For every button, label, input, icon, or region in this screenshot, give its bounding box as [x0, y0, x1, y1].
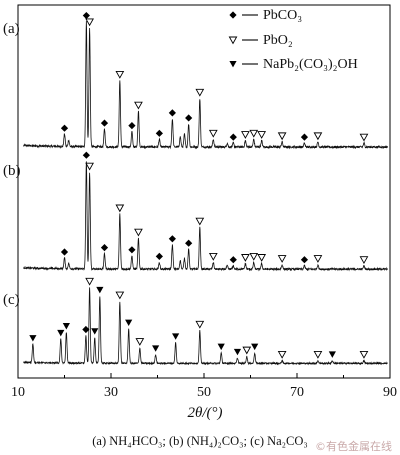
- panel-label-1: (b): [3, 163, 21, 179]
- peak-marker-0-17: [241, 131, 250, 139]
- peak-marker-0-13: [195, 88, 205, 97]
- peak-marker-1-17: [241, 254, 250, 262]
- peak-marker-1-7: [134, 228, 143, 237]
- xrd-traces: [23, 20, 389, 366]
- peak-marker-2-13: [217, 343, 225, 351]
- x-axis-ticks: 10 30 50 70 90: [11, 373, 397, 400]
- peak-marker-2-1: [57, 329, 65, 337]
- peak-marker-0-6: [128, 122, 136, 130]
- peak-marker-2-18: [313, 350, 323, 359]
- panel-label-0: (a): [3, 21, 20, 37]
- legend-label-0: PbCO₃: [263, 8, 302, 23]
- peak-marker-1-8: [155, 252, 163, 260]
- peak-marker-0-0: [60, 124, 69, 132]
- trace-1: [23, 161, 389, 272]
- legend-label-2: NaPb₂(CO₃)₂OH: [263, 57, 358, 72]
- peak-marker-2-5: [91, 328, 99, 335]
- peak-marker-1-14: [208, 252, 218, 261]
- peak-marker-2-7: [115, 291, 125, 300]
- phase-markers: [29, 11, 369, 359]
- peak-marker-2-8: [125, 319, 133, 326]
- peak-marker-1-9: [168, 235, 176, 243]
- peak-marker-1-21: [300, 256, 309, 264]
- peak-marker-2-19: [328, 351, 336, 358]
- peak-marker-0-9: [168, 109, 176, 117]
- figure-caption: (a) NH₄HCO₃; (b) (NH₄)₂CO₃; (c) Na₂CO₃: [92, 434, 308, 448]
- peak-marker-2-10: [152, 345, 160, 352]
- peak-marker-0-3: [85, 18, 94, 27]
- peak-marker-2-15: [242, 346, 252, 355]
- peak-marker-1-3: [85, 162, 94, 171]
- peak-marker-0-20: [277, 132, 287, 141]
- peak-marker-1-4: [100, 244, 109, 252]
- peak-marker-2-0: [29, 335, 37, 342]
- peak-marker-2-9: [135, 338, 145, 346]
- legend: PbCO₃ PbO₂ NaPb₂(CO₃)₂OH: [228, 8, 358, 72]
- legend-symbol-1: [228, 36, 238, 45]
- peak-marker-1-23: [359, 256, 369, 265]
- peak-marker-2-2: [62, 323, 70, 330]
- peak-marker-2-6: [96, 286, 104, 294]
- peak-marker-1-0: [60, 248, 69, 256]
- x-tick-label-2: 50: [197, 385, 211, 400]
- peak-marker-0-8: [155, 129, 163, 137]
- x-tick-label-4: 90: [383, 385, 397, 400]
- peak-marker-0-14: [208, 129, 218, 138]
- peak-marker-0-7: [134, 101, 143, 110]
- peak-marker-0-21: [300, 133, 309, 141]
- peak-marker-0-12: [185, 114, 193, 122]
- watermark-text: ©有色金属在线: [315, 439, 392, 453]
- peak-marker-2-17: [277, 350, 287, 359]
- x-tick-label-1: 30: [104, 385, 118, 400]
- legend-label-1: PbO₂: [263, 33, 293, 48]
- panel-label-2: (c): [3, 292, 20, 308]
- peak-marker-0-23: [359, 133, 369, 142]
- peak-marker-2-14: [233, 348, 242, 356]
- peak-marker-1-16: [229, 256, 237, 264]
- peak-marker-0-4: [100, 119, 109, 127]
- peak-marker-2-4: [85, 277, 94, 286]
- x-tick-label-3: 70: [290, 385, 304, 400]
- peak-marker-0-16: [229, 133, 237, 141]
- peak-marker-1-20: [277, 255, 287, 263]
- peak-marker-0-18: [249, 129, 259, 138]
- peak-marker-2-16: [251, 343, 259, 351]
- peak-marker-0-22: [313, 132, 323, 141]
- trace-0: [23, 20, 388, 150]
- panel-labels: (a) (b) (c): [3, 21, 21, 308]
- peak-marker-1-2: [82, 151, 90, 159]
- peak-marker-1-13: [195, 217, 205, 226]
- peak-marker-1-18: [249, 252, 259, 261]
- peak-marker-1-5: [115, 204, 125, 213]
- x-axis-label: 2θ/(°): [187, 405, 222, 421]
- peak-marker-1-12: [185, 239, 193, 247]
- legend-symbol-2: [229, 61, 237, 68]
- x-tick-label-0: 10: [11, 385, 25, 400]
- legend-symbol-0: [229, 11, 237, 19]
- peak-marker-0-19: [257, 131, 267, 139]
- peak-marker-2-12: [195, 320, 205, 329]
- peak-marker-2-11: [172, 333, 180, 340]
- peak-marker-2-20: [359, 350, 369, 359]
- peak-marker-1-22: [313, 255, 323, 263]
- peak-marker-0-2: [82, 11, 90, 20]
- peak-marker-1-6: [128, 246, 136, 254]
- peak-marker-0-5: [115, 70, 125, 79]
- peak-marker-1-19: [257, 254, 267, 262]
- trace-2: [23, 287, 388, 366]
- peak-marker-2-3: [82, 325, 90, 334]
